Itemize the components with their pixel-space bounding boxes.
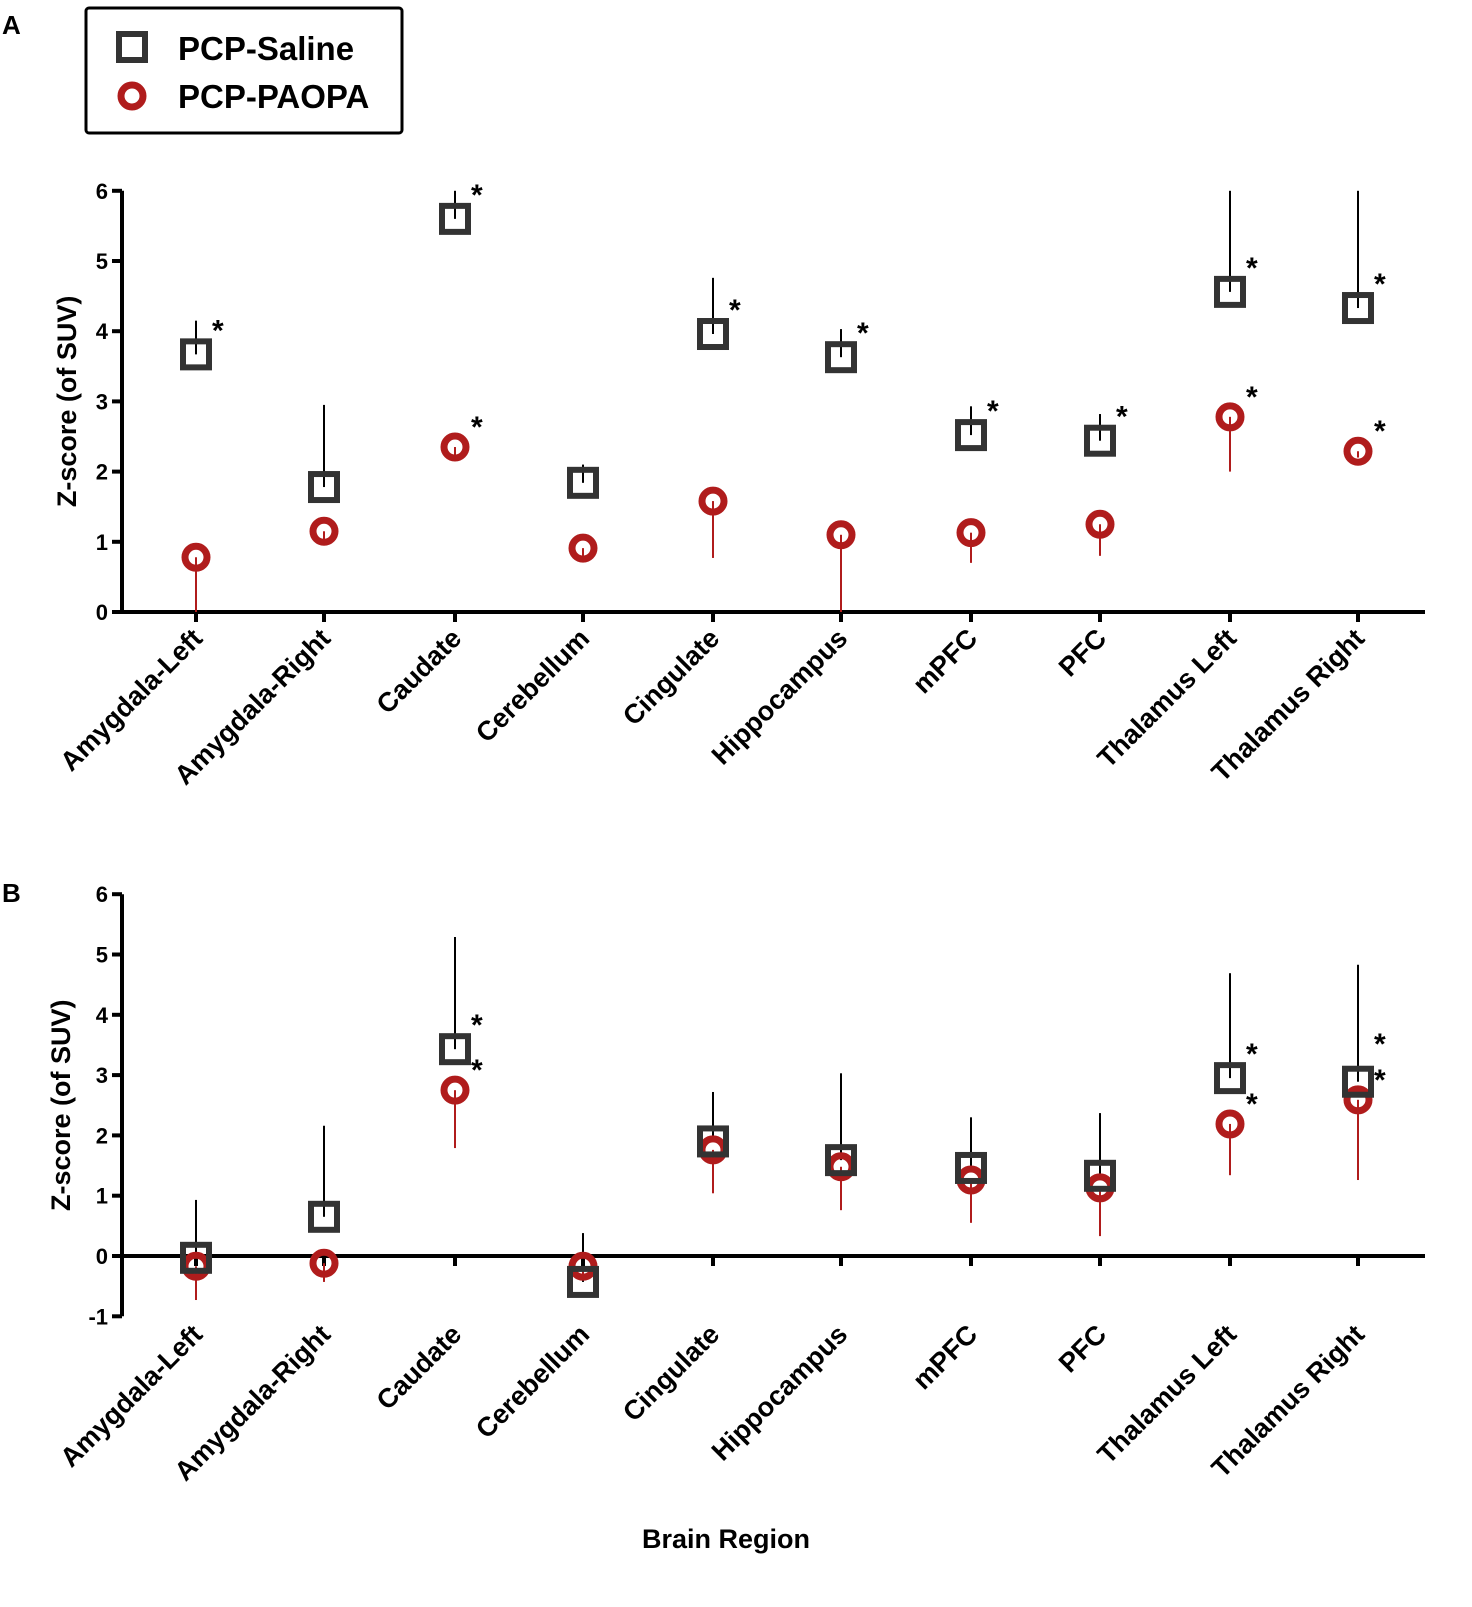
saline-significance-star: * — [471, 179, 483, 212]
saline-point — [1342, 1065, 1374, 1098]
x-tick-label: Cerebellum — [470, 1319, 595, 1444]
paopa-significance-star: * — [1374, 1064, 1386, 1097]
saline-significance-star: * — [1374, 1028, 1386, 1061]
paopa-point — [1215, 402, 1245, 432]
x-tick-label: Caudate — [371, 1319, 468, 1416]
saline-significance-star: * — [1246, 252, 1258, 285]
paopa-point — [1085, 509, 1115, 539]
x-tick-label: mPFC — [907, 1319, 983, 1395]
saline-point — [1342, 292, 1374, 325]
saline-point — [825, 341, 857, 374]
x-axis-label: Brain Region — [642, 1524, 810, 1554]
y-tick-label: 1 — [96, 530, 108, 555]
paopa-point — [1215, 1109, 1245, 1139]
y-tick-label: 5 — [96, 249, 108, 274]
saline-point — [1214, 1062, 1246, 1095]
saline-point — [697, 318, 729, 351]
legend-label-paopa: PCP-PAOPA — [178, 78, 369, 115]
legend-box — [84, 6, 404, 135]
saline-point — [955, 419, 987, 452]
saline-significance-star: * — [471, 1009, 483, 1042]
paopa-point — [1343, 1085, 1373, 1115]
saline-point — [308, 471, 340, 504]
saline-significance-star: * — [987, 395, 999, 428]
saline-point — [1084, 1159, 1116, 1192]
saline-significance-star: * — [1374, 268, 1386, 301]
paopa-significance-star: * — [1246, 381, 1258, 414]
x-tick-label: PFC — [1053, 623, 1112, 682]
paopa-significance-star: * — [471, 411, 483, 444]
paopa-point — [181, 542, 211, 572]
saline-significance-star: * — [212, 314, 224, 347]
paopa-point — [309, 516, 339, 546]
y-tick-label: -1 — [88, 1304, 108, 1329]
legend-label-saline: PCP-Saline — [178, 30, 354, 67]
paopa-point — [826, 520, 856, 550]
saline-point — [955, 1151, 987, 1184]
saline-point — [439, 1033, 471, 1066]
y-tick-label: 3 — [96, 1063, 108, 1088]
y-tick-label: 3 — [96, 389, 108, 414]
x-tick-label: Caudate — [371, 623, 468, 720]
saline-point — [180, 1241, 212, 1274]
paopa-significance-star: * — [471, 1054, 483, 1087]
paopa-point — [440, 432, 470, 462]
paopa-point — [698, 486, 728, 516]
y-tick-label: 2 — [96, 460, 108, 485]
saline-point — [825, 1144, 857, 1177]
saline-point — [567, 1265, 599, 1298]
x-tick-label: Cerebellum — [470, 623, 595, 748]
y-tick-label: 1 — [96, 1184, 108, 1209]
y-tick-label: 0 — [96, 600, 108, 625]
paopa-point — [1343, 436, 1373, 466]
paopa-point — [309, 1248, 339, 1278]
x-tick-label: PFC — [1053, 1319, 1112, 1378]
legend-circle-marker — [117, 81, 147, 111]
y-tick-label: 4 — [96, 319, 109, 344]
saline-point — [1214, 275, 1246, 308]
y-tick-label: 2 — [96, 1123, 108, 1148]
saline-significance-star: * — [1116, 401, 1128, 434]
y-tick-label: 4 — [96, 1003, 109, 1028]
saline-point — [1084, 424, 1116, 457]
legend: PCP-Saline PCP-PAOPA — [84, 6, 404, 135]
legend-square-marker — [116, 31, 148, 63]
x-tick-label: Cingulate — [617, 623, 725, 731]
saline-point — [439, 202, 471, 235]
y-tick-label: 5 — [96, 943, 108, 968]
saline-significance-star: * — [857, 317, 869, 350]
y-tick-label: 6 — [96, 179, 108, 204]
x-tick-label: Cingulate — [617, 1319, 725, 1427]
paopa-significance-star: * — [1246, 1088, 1258, 1121]
paopa-point — [568, 533, 598, 563]
saline-significance-star: * — [729, 294, 741, 327]
saline-significance-star: * — [1246, 1038, 1258, 1071]
saline-point — [567, 466, 599, 499]
paopa-point — [440, 1075, 470, 1105]
x-tick-label: mPFC — [907, 623, 983, 699]
y-axis-label: Z-score (of SUV) — [52, 296, 82, 508]
panel-label-b: B — [2, 878, 21, 908]
paopa-significance-star: * — [1374, 415, 1386, 448]
y-tick-label: 0 — [96, 1244, 108, 1269]
saline-point — [308, 1200, 340, 1233]
paopa-point — [956, 518, 986, 548]
x-tick-label: Hippocampus — [706, 1319, 853, 1466]
x-tick-label: Hippocampus — [706, 623, 853, 770]
saline-point — [180, 338, 212, 371]
saline-point — [697, 1125, 729, 1158]
panel-label-a: A — [2, 10, 21, 40]
y-axis-label: Z-score (of SUV) — [46, 999, 76, 1211]
y-tick-label: 6 — [96, 882, 108, 907]
